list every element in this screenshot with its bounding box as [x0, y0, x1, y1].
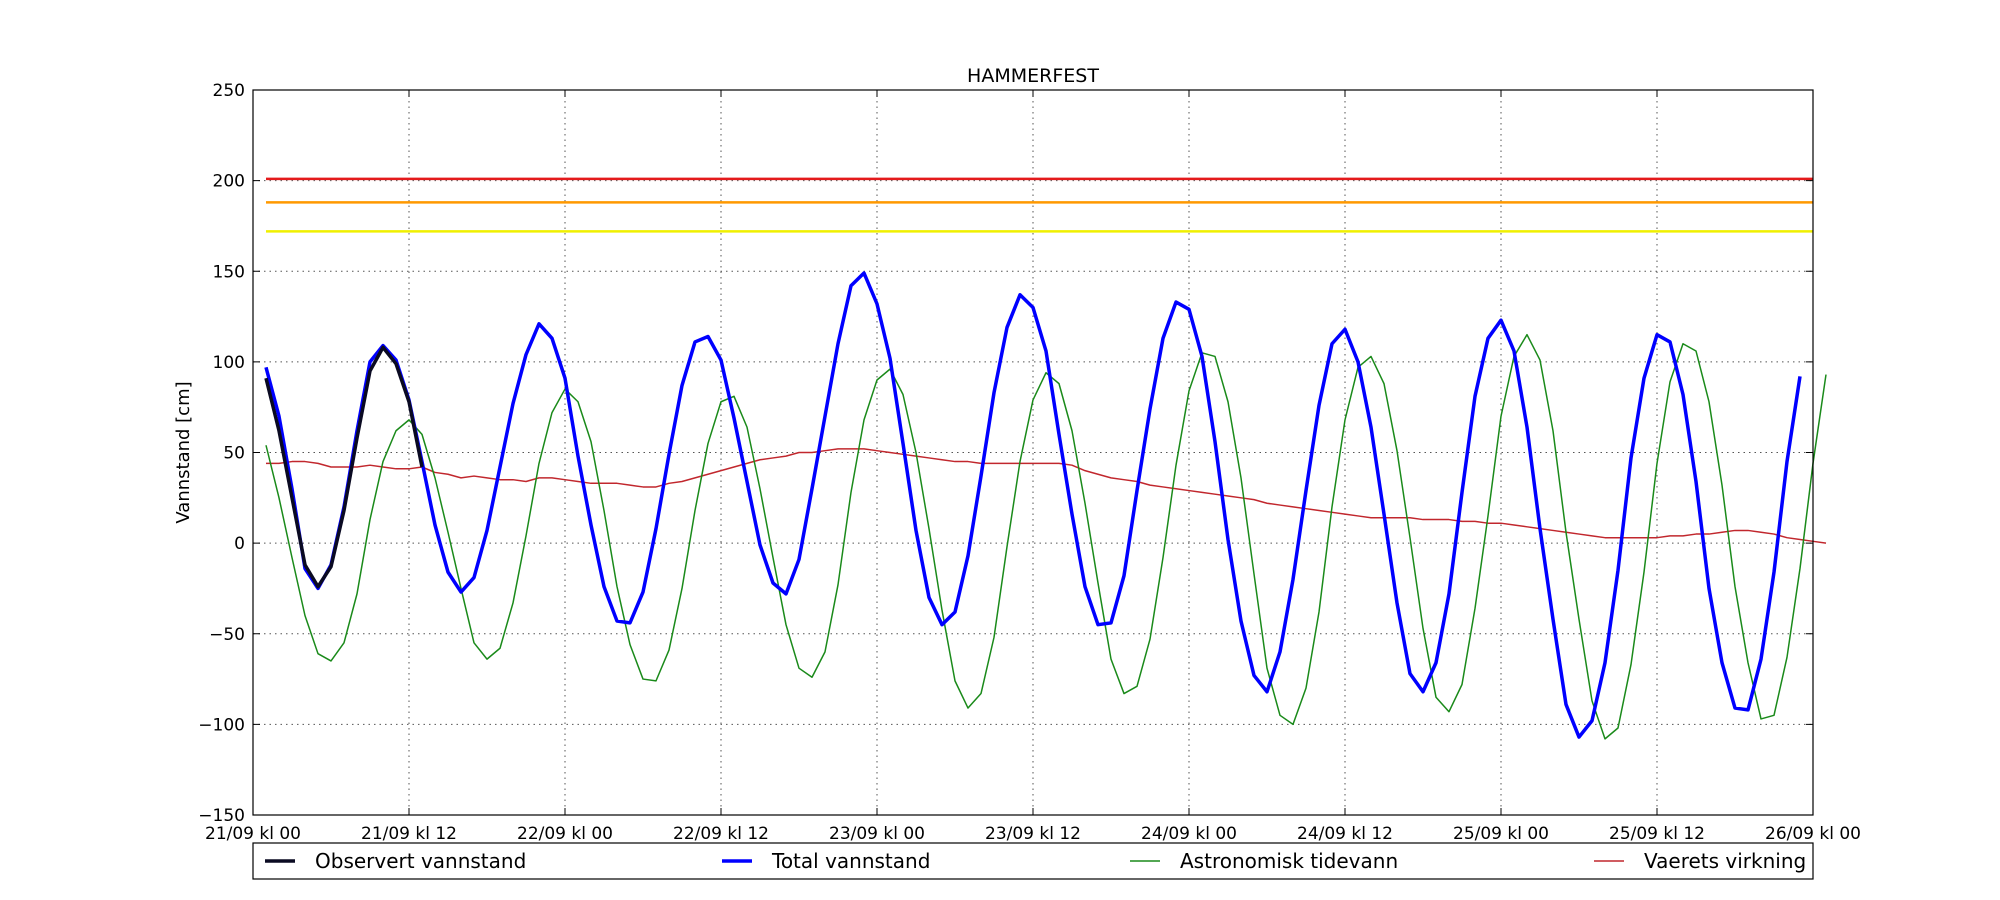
series-lines [264, 271, 1827, 740]
x-tick-label: 22/09 kl 12 [673, 824, 769, 844]
chart-title: HAMMERFEST [967, 65, 1099, 87]
y-axis-title: Vannstand [cm] [173, 381, 194, 523]
legend-label-vaerets-virkning: Vaerets virkning [1644, 849, 1806, 873]
y-tick-label: 150 [213, 262, 245, 282]
x-tick-label: 21/09 kl 00 [205, 824, 301, 844]
x-tick-label: 22/09 kl 00 [517, 824, 613, 844]
y-tick-label: 0 [234, 534, 245, 554]
x-tick-label: 25/09 kl 00 [1453, 824, 1549, 844]
y-tick-label: 250 [213, 81, 245, 101]
grid [253, 90, 1813, 815]
x-tick-label: 25/09 kl 12 [1609, 824, 1705, 844]
x-tick-label: 23/09 kl 12 [985, 824, 1081, 844]
x-tick-label: 24/09 kl 12 [1297, 824, 1393, 844]
x-tick-label: 24/09 kl 00 [1141, 824, 1237, 844]
legend-label-observert-vannstand: Observert vannstand [315, 849, 526, 873]
y-tick-label: −100 [198, 715, 245, 735]
series-line-observert-vannstand [264, 345, 424, 589]
x-tick-label: 26/09 kl 00 [1765, 824, 1861, 844]
y-tick-label: 200 [213, 172, 245, 192]
legend-label-astronomisk-tidevann: Astronomisk tidevann [1180, 849, 1398, 873]
y-tick-label: −50 [209, 625, 245, 645]
y-tick-label: 100 [213, 353, 245, 373]
y-tick-label: −150 [198, 806, 245, 826]
y-tick-label: 50 [223, 444, 245, 464]
x-tick-label: 23/09 kl 00 [829, 824, 925, 844]
series-line-total-vannstand [264, 271, 1802, 739]
series-line-astronomisk-tidevann [265, 333, 1827, 740]
legend-label-total-vannstand: Total vannstand [771, 849, 930, 873]
x-tick-label: 21/09 kl 12 [361, 824, 457, 844]
threshold-lines [266, 177, 1813, 233]
legend-frame [252, 842, 1814, 880]
legend: Observert vannstand Total vannstand Astron… [252, 842, 1814, 880]
